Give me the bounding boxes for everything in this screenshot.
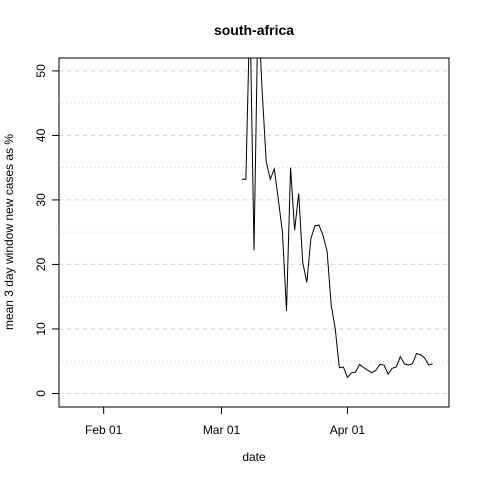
plot-frame [58,57,450,408]
plot-area [241,58,433,379]
x-tick-label: Feb 01 [85,423,123,437]
y-tick-label: 10 [34,322,48,336]
data-line [241,58,433,379]
y-tick-label: 0 [34,390,48,397]
chart-title: south-africa [214,22,294,38]
y-tick-label: 50 [34,64,48,78]
x-tick-label: Mar 01 [203,423,241,437]
y-axis-label: mean 3 day window new cases as % [2,134,16,330]
x-axis-label: date [242,450,266,464]
y-tick-label: 20 [34,257,48,271]
y-tick-label: 40 [34,128,48,142]
y-tick-label: 30 [34,193,48,207]
x-tick-label: Apr 01 [330,423,366,437]
